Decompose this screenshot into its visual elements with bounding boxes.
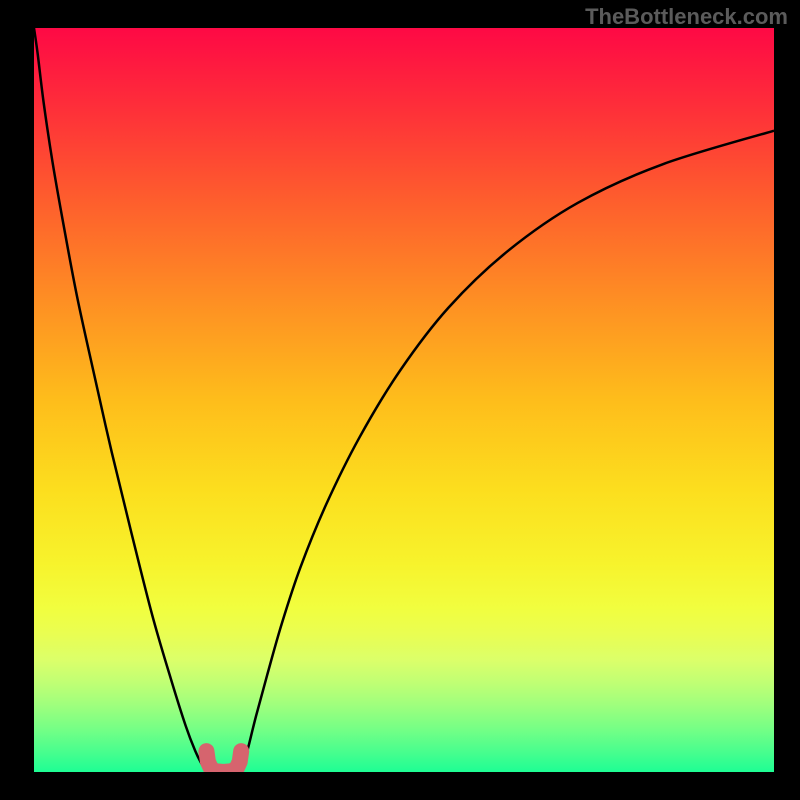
bottleneck-chart xyxy=(34,28,774,772)
watermark-text: TheBottleneck.com xyxy=(585,4,788,30)
chart-container: TheBottleneck.com xyxy=(0,0,800,800)
gradient-background xyxy=(34,28,774,772)
plot-area xyxy=(34,28,774,772)
